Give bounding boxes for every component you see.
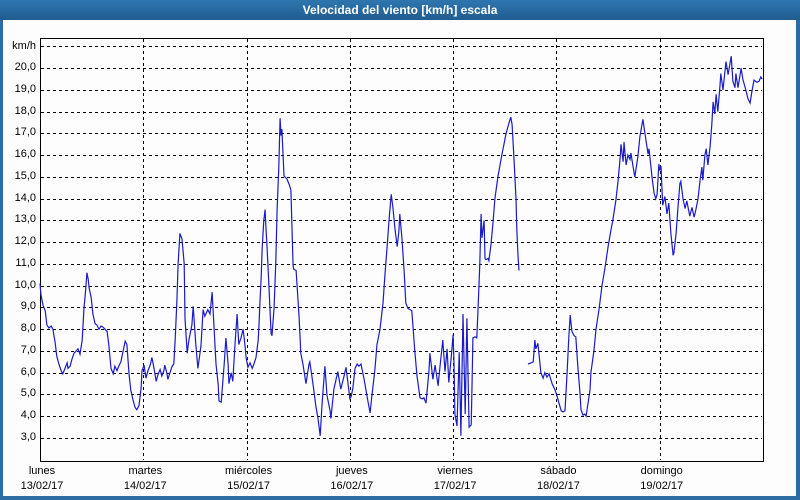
y-tick-label: 12,0 <box>14 235 36 248</box>
y-tick-label: 8,0 <box>20 322 36 335</box>
day-name-label: domingo <box>640 465 683 477</box>
y-tick-label: 14,0 <box>14 191 36 204</box>
y-tick-label: 20,0 <box>14 61 36 74</box>
chart-title: Velocidad del viento [km/h] escala <box>0 0 800 20</box>
chart-background-panel <box>3 20 796 496</box>
x-tick-label: miércoles 15/02/17 <box>207 464 291 494</box>
wind-speed-line <box>527 56 763 418</box>
y-tick-label: 18,0 <box>14 104 36 117</box>
day-name-label: jueves <box>335 465 368 477</box>
day-name-label: sábado <box>540 465 577 477</box>
y-axis-unit-label: km/h <box>12 40 36 52</box>
y-tick-label: 11,0 <box>15 256 36 269</box>
day-date-label: 16/02/17 <box>330 480 374 492</box>
y-tick-label: 15,0 <box>14 169 36 182</box>
plot-frame <box>40 38 764 462</box>
y-tick-label: 5,0 <box>20 387 36 400</box>
y-tick-label: 3,0 <box>20 431 36 443</box>
wind-speed-line <box>39 116 520 436</box>
y-tick-label: 17,0 <box>14 126 36 139</box>
y-tick-label: 19,0 <box>14 82 36 95</box>
y-tick-label: 7,0 <box>20 343 36 356</box>
y-tick-label: 9,0 <box>20 300 36 313</box>
y-tick-label: 10,0 <box>14 278 36 291</box>
x-tick-label: viernes 17/02/17 <box>413 464 497 494</box>
x-tick-label: jueves 16/02/17 <box>310 464 394 494</box>
day-name-label: lunes <box>28 465 56 477</box>
x-tick-label: domingo 19/02/17 <box>620 464 704 494</box>
y-tick-label: 13,0 <box>14 213 36 226</box>
x-tick-label: martes 14/02/17 <box>103 464 187 494</box>
day-date-label: 18/02/17 <box>537 480 580 492</box>
day-date-label: 14/02/17 <box>123 480 167 492</box>
y-tick-label: 4,0 <box>20 409 36 422</box>
day-name-label: viernes <box>437 465 473 477</box>
day-date-label: 19/02/17 <box>640 480 684 492</box>
day-name-label: martes <box>128 465 163 477</box>
day-date-label: 13/02/17 <box>20 480 64 492</box>
day-name-label: miércoles <box>225 465 273 477</box>
x-tick-label: lunes 13/02/17 <box>0 464 84 494</box>
x-tick-label: sábado 18/02/17 <box>516 464 600 494</box>
y-tick-label: 16,0 <box>14 148 36 161</box>
y-tick-label: 6,0 <box>20 365 36 378</box>
day-date-label: 15/02/17 <box>227 480 270 492</box>
day-date-label: 17/02/17 <box>433 480 477 492</box>
